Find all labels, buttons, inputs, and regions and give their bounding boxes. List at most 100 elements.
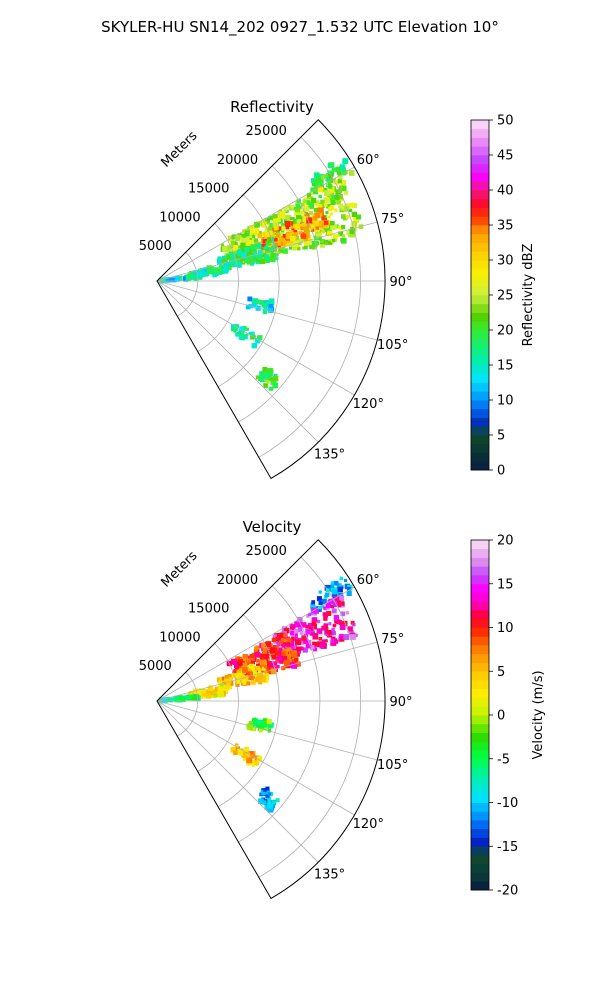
echo-cell [309, 192, 313, 196]
colorbar-band [471, 732, 489, 742]
echo-cell [257, 248, 261, 252]
echo-cell [335, 181, 339, 185]
colorbar-band [471, 330, 489, 340]
echo-cell [317, 606, 322, 610]
echo-cell [318, 207, 324, 214]
echo-cell [305, 628, 311, 635]
colorbar-band [471, 312, 489, 322]
echo-cell [217, 691, 221, 695]
echo-cell [310, 187, 315, 192]
echo-cell [249, 671, 253, 675]
echo-cell [352, 203, 358, 209]
colorbar-band [471, 277, 489, 287]
echo-cell [281, 239, 288, 245]
echo-cell [242, 326, 246, 330]
echo-cell [270, 387, 274, 391]
azimuth-spoke [156, 166, 355, 282]
echo-cell [323, 642, 327, 647]
echo-cell [339, 624, 346, 630]
echo-cell [257, 721, 264, 727]
echo-cell [254, 222, 260, 228]
colorbar-band [471, 242, 489, 252]
echo-cell [295, 661, 301, 667]
velocity-title: Velocity [243, 518, 302, 536]
echo-cell [315, 606, 320, 612]
echo-cell [297, 247, 301, 251]
echo-cell [246, 670, 252, 676]
echo-cell [354, 633, 358, 637]
echo-cell [220, 243, 225, 247]
echo-cell [349, 208, 353, 213]
azimuth-spoke [156, 221, 378, 282]
colorbar-band [471, 548, 489, 558]
colorbar-band [471, 128, 489, 138]
echo-cell [331, 605, 335, 609]
echo-cell [312, 605, 317, 609]
echo-cell [267, 803, 273, 810]
echo-cell [240, 258, 244, 262]
echo-cell [337, 225, 342, 230]
echo-cell [250, 334, 255, 340]
echo-cell [264, 669, 268, 673]
echo-cell [227, 673, 234, 680]
echo-cell [280, 226, 286, 231]
echo-cell [294, 207, 300, 213]
echo-cell [234, 242, 238, 247]
echo-cell [303, 225, 309, 231]
azimuth-tick-label: 60° [357, 573, 380, 588]
echo-cell [292, 206, 297, 211]
echo-cell [289, 246, 293, 250]
echo-cell [336, 583, 342, 589]
echo-cell [313, 221, 320, 227]
echo-cell [311, 197, 317, 203]
reflectivity-colorbar: 0 5 10 15 20 25 30 35 40 45 50 [470, 114, 514, 479]
echo-cell [303, 638, 309, 644]
echo-cell [266, 375, 272, 381]
echo-cell [299, 646, 304, 651]
echo-cell [231, 263, 236, 268]
echo-cell [341, 225, 346, 230]
echo-cell [281, 643, 286, 648]
echo-cell [323, 203, 328, 207]
echo-cell [291, 644, 297, 651]
echo-cell [266, 790, 271, 795]
echo-cell [235, 260, 239, 264]
colorbar-band [471, 408, 489, 418]
colorbar-tick-label: 10 [497, 621, 514, 636]
echo-cell [259, 258, 266, 265]
echo-cell [353, 217, 359, 223]
echo-cell [347, 586, 351, 591]
echo-cell [268, 215, 273, 221]
colorbar-band [471, 741, 489, 751]
echo-cell [269, 647, 276, 654]
echo-cell [246, 757, 253, 764]
echo-cell [309, 224, 315, 230]
echo-cell [340, 180, 347, 186]
azimuth-spoke [156, 586, 355, 702]
echo-cell [275, 651, 280, 656]
echo-cell [244, 335, 248, 340]
echo-cell [274, 238, 278, 242]
azimuth-spoke [156, 280, 355, 396]
echo-cell [327, 630, 333, 635]
echo-cell [253, 238, 258, 243]
echo-cell [294, 224, 301, 231]
echo-cell [346, 229, 352, 236]
echo-cell [265, 258, 270, 264]
echo-cell [199, 276, 203, 280]
colorbar-tick-label: 25 [497, 289, 514, 304]
echo-cell [277, 250, 281, 254]
echo-cell [274, 256, 279, 261]
echo-cell [294, 212, 298, 216]
echo-cell [280, 660, 284, 664]
echo-cell [347, 626, 353, 632]
echo-cell [242, 755, 249, 761]
echo-cell [338, 595, 345, 601]
echo-cell [283, 659, 290, 666]
colorbar-band [471, 837, 489, 847]
echo-cell [223, 266, 229, 272]
echo-cell [227, 245, 233, 252]
echo-cell [234, 664, 238, 669]
echo-cell [233, 750, 238, 756]
echo-cell [325, 223, 329, 228]
